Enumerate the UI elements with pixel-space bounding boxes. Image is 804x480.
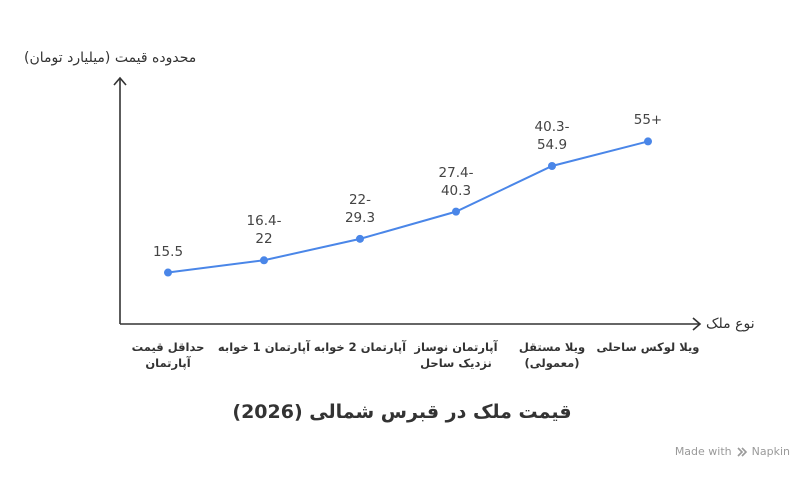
x-tick-label: آپارتمان نوساز نزدیک ساحل xyxy=(401,339,511,371)
data-label-line: 22 xyxy=(255,231,273,248)
x-tick-label-line: (معمولی) xyxy=(524,356,580,370)
chart-title: قیمت ملک در قبرس شمالی (2026) xyxy=(232,401,572,423)
x-tick-label: ویلا مستقل (معمولی) xyxy=(497,339,607,371)
made-with-napkin[interactable]: Made with Napkin xyxy=(675,445,790,458)
data-label-line: 27.4- xyxy=(438,164,474,181)
data-label: 15.5 xyxy=(128,243,208,261)
data-point xyxy=(548,161,556,170)
x-tick-label-line: حداقل قیمت xyxy=(131,340,205,354)
data-point xyxy=(452,207,460,216)
x-tick-label-line: آپارتمان 1 خوابه xyxy=(217,340,311,354)
data-label: 27.4- 40.3 xyxy=(416,164,496,200)
napkin-logo-icon xyxy=(737,446,747,457)
x-axis-arrow xyxy=(692,317,702,331)
data-label-line: 29.3 xyxy=(344,209,376,226)
data-label-line: 54.9 xyxy=(536,136,568,153)
y-axis-arrow xyxy=(113,76,127,86)
x-tick-label-line: ویلا مستقل xyxy=(518,340,586,354)
data-point xyxy=(164,268,172,277)
x-tick-label: ویلا لوکس ساحلی xyxy=(593,339,703,355)
x-tick-label-line: ویلا لوکس ساحلی xyxy=(596,340,700,354)
data-label: 40.3- 54.9 xyxy=(512,118,592,154)
data-label: 22- 29.3 xyxy=(320,191,400,227)
y-axis-title: محدوده قیمت (میلیارد تومان) xyxy=(24,50,197,66)
data-point xyxy=(260,256,268,265)
napkin-brand-label: Napkin xyxy=(751,445,790,458)
x-tick-label: آپارتمان 1 خوابه xyxy=(209,339,319,355)
x-tick-label-line: آپارتمان نوساز xyxy=(414,340,498,354)
series-line xyxy=(167,140,649,274)
data-label-line: 22- xyxy=(348,191,372,208)
data-label-line: 40.3- xyxy=(534,118,570,135)
data-label-line: 40.3 xyxy=(440,182,472,199)
x-axis-title: نوع ملک xyxy=(706,316,755,332)
data-label: 55+ xyxy=(608,111,688,129)
chart-axes xyxy=(113,76,702,331)
data-label-line: 55+ xyxy=(633,112,663,129)
data-label: 16.4- 22 xyxy=(224,212,304,248)
x-tick-label: آپارتمان 2 خوابه xyxy=(305,339,415,355)
made-with-label: Made with xyxy=(674,445,732,458)
x-tick-label-line: آپارتمان xyxy=(145,356,191,370)
x-tick-label-line: نزدیک ساحل xyxy=(420,356,492,370)
data-label-line: 16.4- xyxy=(246,213,282,230)
data-label-line: 15.5 xyxy=(152,243,184,260)
data-point xyxy=(356,234,364,243)
x-tick-label-line: آپارتمان 2 خوابه xyxy=(313,340,407,354)
data-point xyxy=(644,137,652,146)
x-tick-label: حداقل قیمت آپارتمان xyxy=(113,339,223,371)
chart-series xyxy=(164,137,652,277)
